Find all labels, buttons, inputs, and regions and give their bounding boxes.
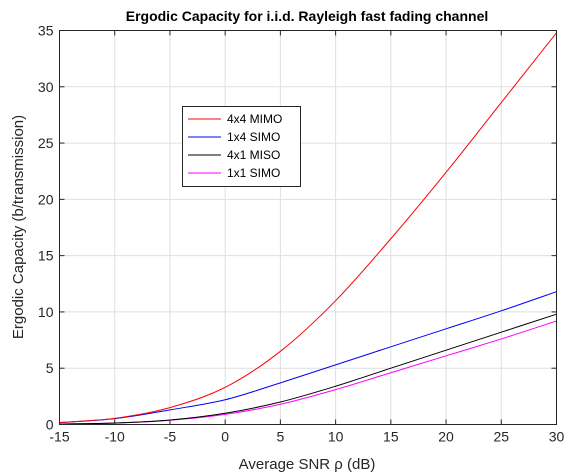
legend-label-1x4-simo: 1x4 SIMO <box>227 130 280 144</box>
series-line-1x1-simo <box>59 320 557 425</box>
x-axis-label: Average SNR ρ (dB) <box>239 456 376 473</box>
x-tick-label: 15 <box>383 429 399 445</box>
x-tick-label: 5 <box>276 429 284 445</box>
y-axis-label: Ergodic Capacity (b/transmission) <box>10 115 27 339</box>
series-lines <box>59 32 557 425</box>
series-line-1x4-simo <box>59 291 557 424</box>
x-tick-label: 10 <box>328 429 344 445</box>
x-axis-ticks: -15 -10 -5 0 5 10 15 20 25 30 <box>49 30 565 445</box>
series-line-4x4-mimo <box>59 32 557 423</box>
legend: 4x4 MIMO 1x4 SIMO 4x1 MISO 1x1 SIMO <box>182 106 301 187</box>
x-tick-label: -10 <box>105 429 125 445</box>
x-tick-label: -5 <box>164 429 177 445</box>
x-tick-label: 0 <box>221 429 229 445</box>
y-axis-ticks: 0 5 10 15 20 25 30 35 <box>38 23 557 433</box>
x-tick-label: 20 <box>438 429 454 445</box>
y-tick-label: 5 <box>46 360 54 376</box>
legend-label-4x1-miso: 4x1 MISO <box>227 148 280 162</box>
x-tick-label: -15 <box>49 429 69 445</box>
y-tick-label: 30 <box>38 79 54 95</box>
legend-label-4x4-mimo: 4x4 MIMO <box>227 112 282 126</box>
y-tick-label: 20 <box>38 191 54 207</box>
grid <box>59 30 557 425</box>
x-tick-label: 30 <box>549 429 565 445</box>
legend-label-1x1-simo: 1x1 SIMO <box>227 166 280 180</box>
plot-area-frame <box>59 30 557 425</box>
y-tick-label: 0 <box>46 417 54 433</box>
series-line-4x1-miso <box>59 313 557 425</box>
y-tick-label: 35 <box>38 23 54 39</box>
y-tick-label: 15 <box>38 248 54 264</box>
x-tick-label: 25 <box>493 429 509 445</box>
chart-title: Ergodic Capacity for i.i.d. Rayleigh fas… <box>126 8 489 24</box>
y-tick-label: 25 <box>38 135 54 151</box>
y-tick-label: 10 <box>38 304 54 320</box>
